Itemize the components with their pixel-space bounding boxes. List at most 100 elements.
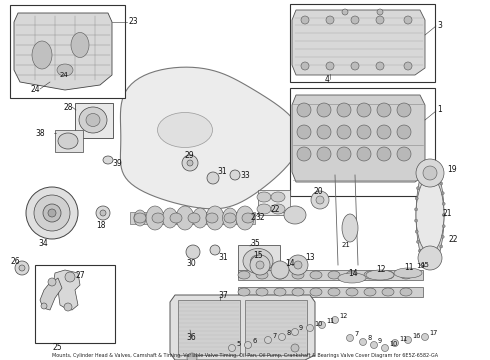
Circle shape xyxy=(265,337,271,343)
Ellipse shape xyxy=(71,32,89,58)
Ellipse shape xyxy=(310,271,322,279)
Bar xyxy=(10,5,125,98)
Text: 3: 3 xyxy=(437,21,442,30)
Circle shape xyxy=(187,353,197,360)
Ellipse shape xyxy=(206,213,218,223)
Circle shape xyxy=(415,219,417,222)
Circle shape xyxy=(442,202,445,205)
Ellipse shape xyxy=(86,113,100,126)
Text: 13: 13 xyxy=(305,253,315,262)
Circle shape xyxy=(377,9,383,15)
Ellipse shape xyxy=(146,206,164,230)
Ellipse shape xyxy=(193,208,207,228)
Circle shape xyxy=(415,208,417,211)
Text: 22: 22 xyxy=(270,206,279,215)
Circle shape xyxy=(311,191,329,209)
Circle shape xyxy=(377,147,391,161)
Text: 19: 19 xyxy=(447,166,457,175)
Text: 8: 8 xyxy=(286,330,290,336)
Circle shape xyxy=(404,16,412,24)
Text: 31: 31 xyxy=(218,252,228,261)
Text: 9: 9 xyxy=(378,338,382,344)
Text: 27: 27 xyxy=(75,271,85,280)
Circle shape xyxy=(317,103,331,117)
Circle shape xyxy=(418,249,421,252)
Circle shape xyxy=(297,147,311,161)
Ellipse shape xyxy=(274,288,286,296)
Ellipse shape xyxy=(152,213,164,223)
Ellipse shape xyxy=(346,271,358,279)
Ellipse shape xyxy=(400,271,412,279)
Circle shape xyxy=(26,187,78,239)
Text: 12: 12 xyxy=(339,313,347,319)
Ellipse shape xyxy=(157,112,213,148)
Ellipse shape xyxy=(163,208,177,228)
Text: 11: 11 xyxy=(404,264,414,273)
Text: 21: 21 xyxy=(442,208,451,217)
Text: 28: 28 xyxy=(63,103,73,112)
Ellipse shape xyxy=(400,288,412,296)
Ellipse shape xyxy=(382,271,394,279)
Circle shape xyxy=(442,225,445,228)
Text: 17: 17 xyxy=(429,330,438,336)
Circle shape xyxy=(382,345,389,351)
Text: 5: 5 xyxy=(236,341,240,347)
Circle shape xyxy=(317,147,331,161)
Ellipse shape xyxy=(284,206,306,224)
Text: 26: 26 xyxy=(10,257,20,266)
Polygon shape xyxy=(121,67,301,209)
Text: 24: 24 xyxy=(60,72,69,78)
Text: 7: 7 xyxy=(272,333,276,339)
Text: 33: 33 xyxy=(240,171,250,180)
Ellipse shape xyxy=(103,156,113,164)
Circle shape xyxy=(405,337,412,343)
Ellipse shape xyxy=(242,213,254,223)
Text: 37: 37 xyxy=(218,291,228,300)
Text: 32: 32 xyxy=(255,213,265,222)
Bar xyxy=(55,130,83,152)
Ellipse shape xyxy=(394,268,422,278)
Circle shape xyxy=(423,165,426,168)
Circle shape xyxy=(351,16,359,24)
Bar xyxy=(75,103,113,138)
Ellipse shape xyxy=(222,208,238,228)
Ellipse shape xyxy=(328,288,340,296)
Circle shape xyxy=(182,155,198,171)
Circle shape xyxy=(429,162,432,165)
Circle shape xyxy=(207,172,219,184)
Text: 7: 7 xyxy=(354,331,358,337)
Ellipse shape xyxy=(256,288,268,296)
Ellipse shape xyxy=(382,288,394,296)
Circle shape xyxy=(186,245,200,259)
Circle shape xyxy=(416,187,419,190)
Bar xyxy=(238,270,423,280)
Text: 29: 29 xyxy=(184,150,194,159)
Ellipse shape xyxy=(416,163,444,267)
Text: 18: 18 xyxy=(96,220,105,230)
Ellipse shape xyxy=(310,288,322,296)
Ellipse shape xyxy=(292,288,304,296)
Circle shape xyxy=(377,103,391,117)
Text: Mounts, Cylinder Head & Valves, Camshaft & Timing, Variable Valve Timing, Oil Pa: Mounts, Cylinder Head & Valves, Camshaft… xyxy=(52,353,438,358)
Circle shape xyxy=(420,171,424,174)
Polygon shape xyxy=(258,190,290,215)
Text: 36: 36 xyxy=(186,333,196,342)
Circle shape xyxy=(245,342,251,348)
Text: 15: 15 xyxy=(253,251,263,260)
Text: 10: 10 xyxy=(389,341,397,347)
Circle shape xyxy=(423,166,437,180)
Circle shape xyxy=(440,182,442,185)
Text: 38: 38 xyxy=(35,129,45,138)
Text: 30: 30 xyxy=(186,258,196,267)
Circle shape xyxy=(326,16,334,24)
Circle shape xyxy=(228,345,236,351)
Circle shape xyxy=(392,339,398,346)
Ellipse shape xyxy=(57,64,73,76)
Circle shape xyxy=(19,265,25,271)
Text: 15: 15 xyxy=(420,262,429,268)
Polygon shape xyxy=(40,278,62,310)
Ellipse shape xyxy=(416,177,444,253)
Ellipse shape xyxy=(32,41,52,69)
Ellipse shape xyxy=(274,271,286,279)
Circle shape xyxy=(346,334,353,342)
